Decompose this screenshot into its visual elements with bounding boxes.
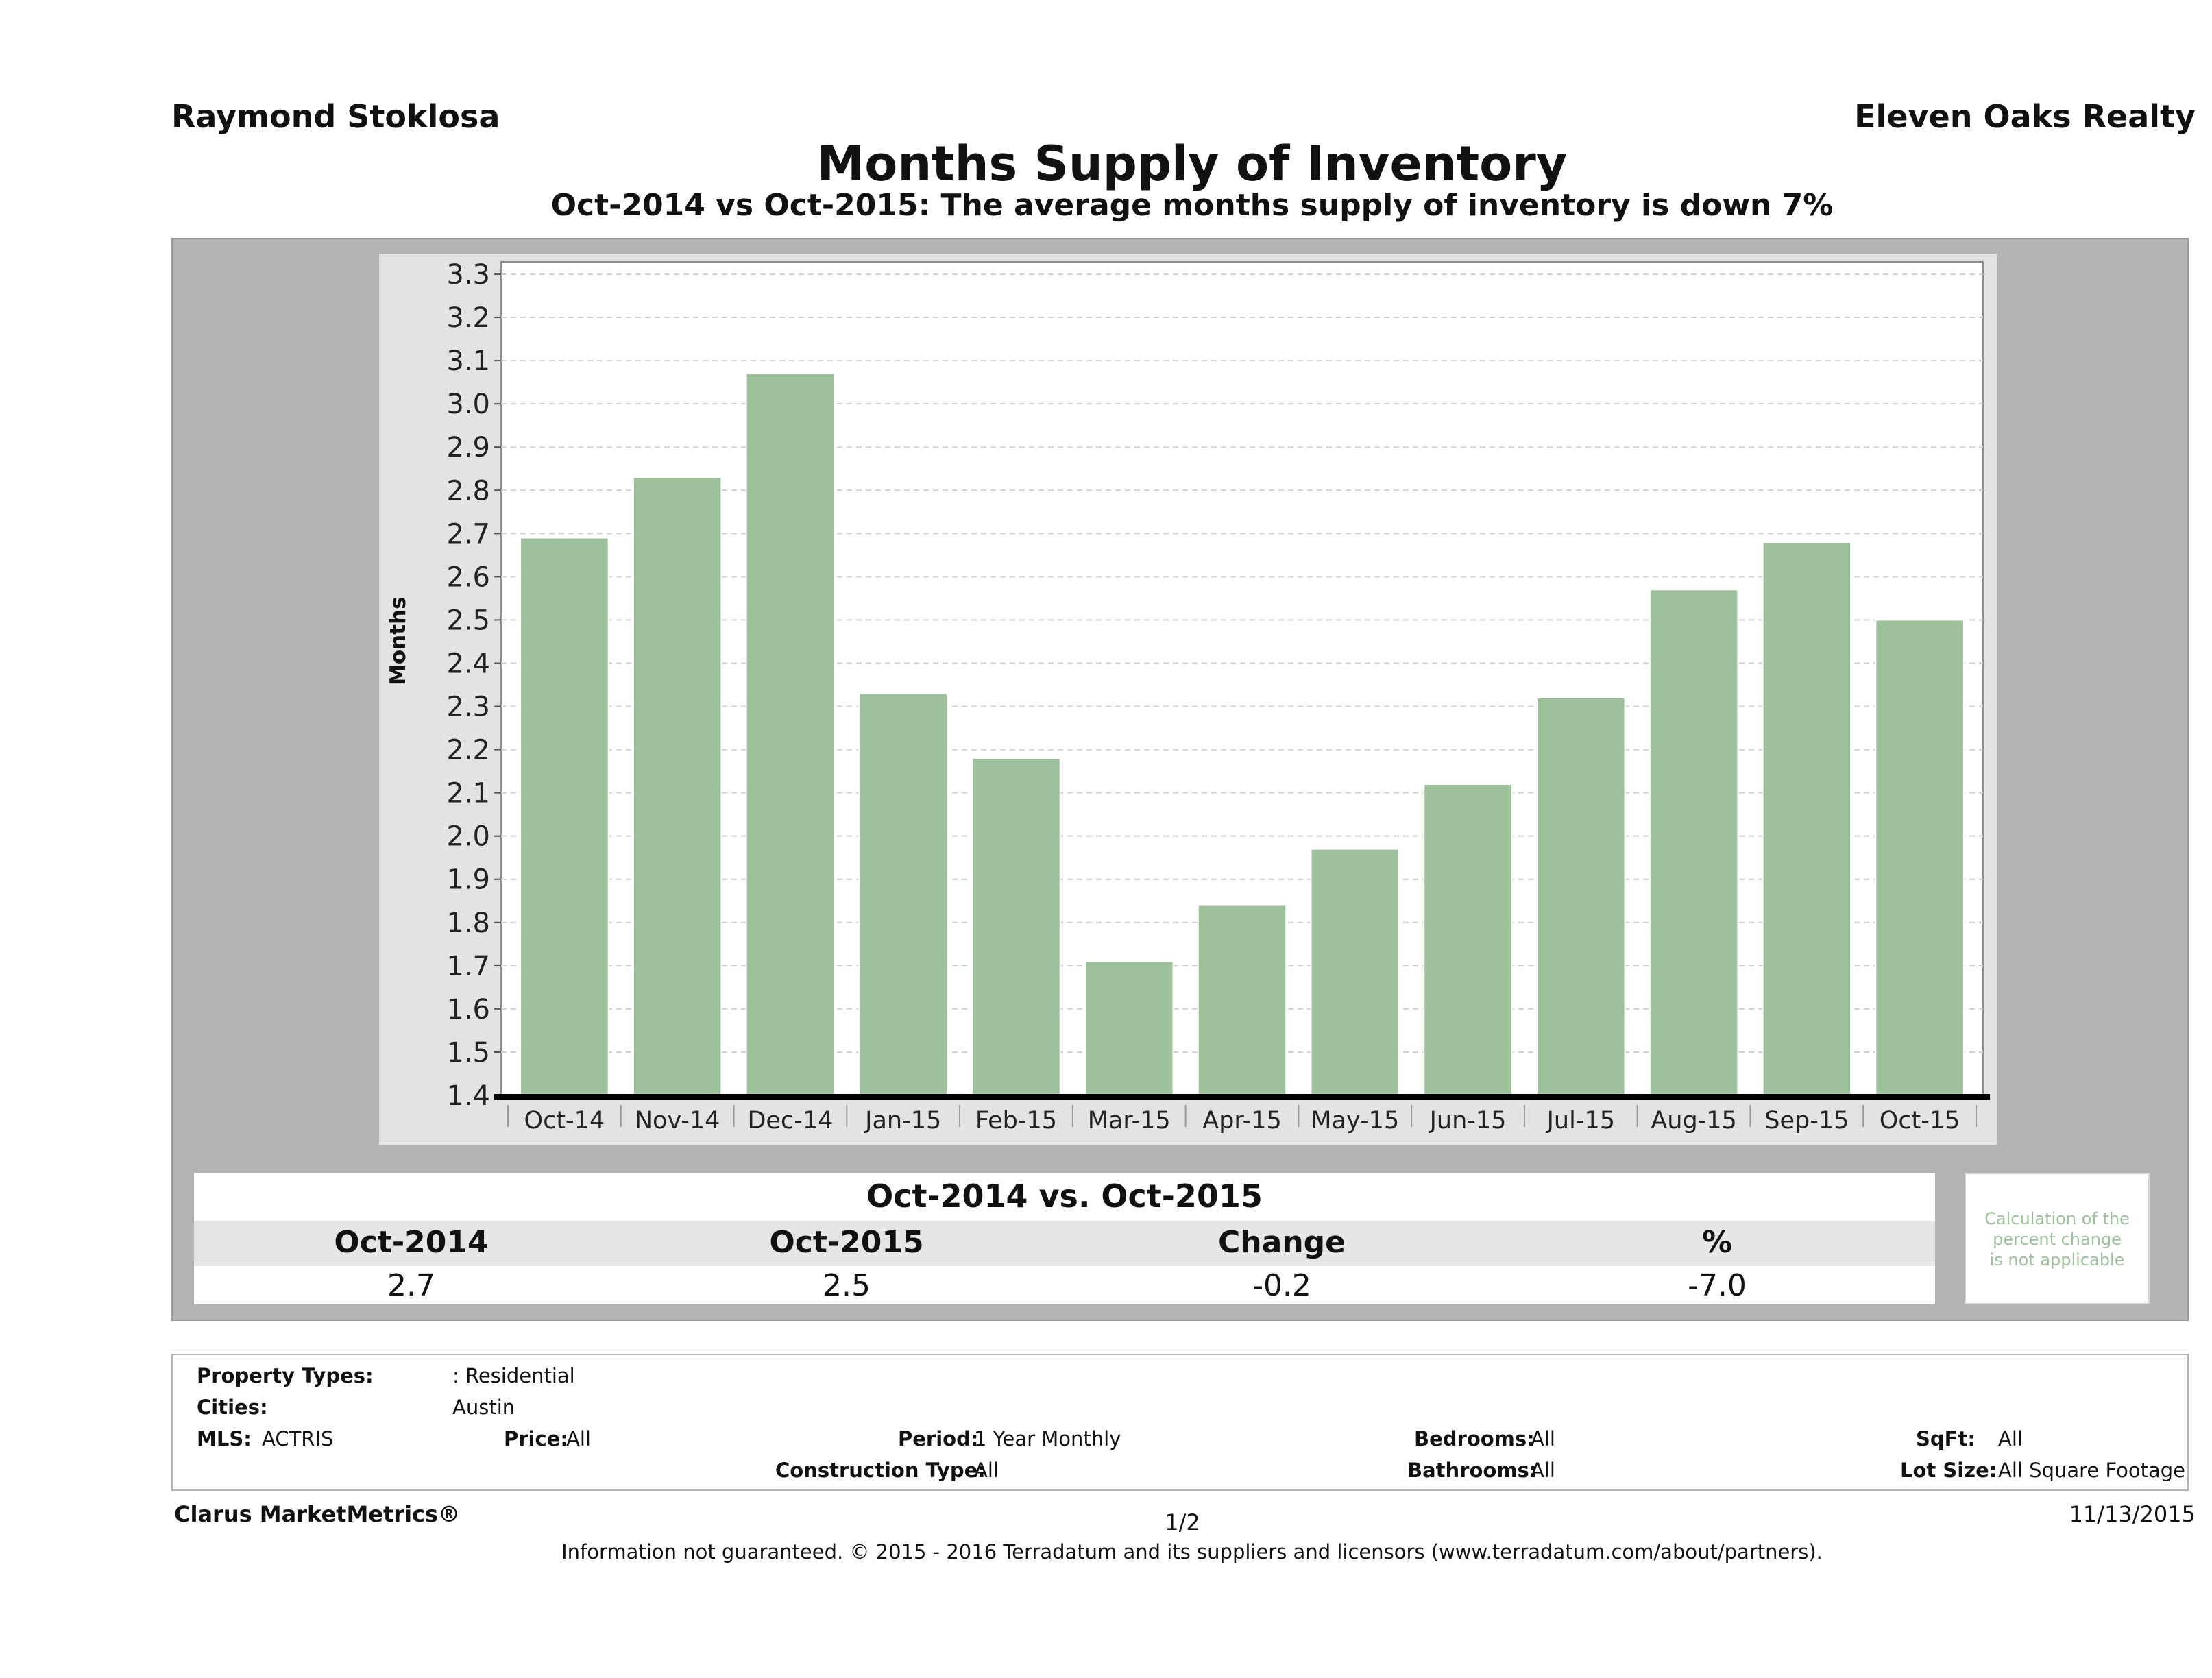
- comparison-header-oct-2014: Oct-2014: [334, 1225, 489, 1260]
- y-tick-label: 1.9: [446, 864, 490, 896]
- chart-subtitle: Oct-2014 vs Oct-2015: The average months…: [550, 188, 1834, 223]
- bar-oct-14: [520, 537, 609, 1097]
- brokerage-name: Eleven Oaks Realty: [1854, 98, 2196, 135]
- y-tick-label: 1.7: [446, 951, 490, 982]
- bar-jun-15: [1423, 783, 1513, 1096]
- construction-type-value: All: [974, 1459, 999, 1482]
- y-tick-label: 3.0: [446, 389, 490, 420]
- cities-value: Austin: [452, 1396, 515, 1419]
- bar-oct-15: [1875, 619, 1965, 1096]
- period-value: 1 Year Monthly: [974, 1427, 1121, 1450]
- y-axis-label: Months: [386, 596, 411, 685]
- product-name: Clarus MarketMetrics®: [174, 1501, 461, 1527]
- bedrooms-value: All: [1531, 1427, 1555, 1450]
- bar-feb-15: [971, 757, 1061, 1096]
- percent-note-box: [1965, 1173, 2150, 1304]
- y-tick-label: 3.3: [446, 259, 490, 291]
- bar-dec-14: [745, 373, 836, 1097]
- bar-mar-15: [1084, 960, 1174, 1097]
- page-number: 1/2: [1165, 1509, 1200, 1535]
- report-date: 11/13/2015: [2069, 1501, 2196, 1527]
- x-tick-label: Sep-15: [1764, 1107, 1849, 1134]
- percent-note-line-1: Calculation of the: [1984, 1209, 2130, 1228]
- bathrooms-label: Bathrooms:: [1407, 1459, 1538, 1482]
- y-tick-label: 3.2: [446, 302, 490, 334]
- price-value: All: [566, 1427, 591, 1450]
- x-tick-label: May-15: [1311, 1107, 1399, 1134]
- x-tick-label: Aug-15: [1651, 1107, 1737, 1134]
- lot-size-value: All Square Footage: [1998, 1459, 2186, 1482]
- bar-jul-15: [1536, 696, 1626, 1096]
- disclaimer: Information not guaranteed. © 2015 - 201…: [561, 1540, 1823, 1564]
- comparison-header-change: Change: [1218, 1225, 1346, 1260]
- sqft-label: SqFt:: [1916, 1427, 1976, 1450]
- sqft-value: All: [1998, 1427, 2023, 1450]
- x-tick-label: Feb-15: [975, 1107, 1057, 1134]
- y-tick-label: 1.6: [446, 994, 490, 1025]
- y-tick-label: 2.9: [446, 432, 490, 463]
- y-tick-label: 2.8: [446, 475, 490, 507]
- y-tick-label: 2.0: [446, 821, 490, 853]
- x-tick-label: Apr-15: [1202, 1107, 1281, 1134]
- bar-jan-15: [858, 692, 948, 1096]
- comparison-value-change: -0.2: [1252, 1268, 1311, 1303]
- percent-note-line-3: is not applicable: [1989, 1250, 2125, 1269]
- y-tick-label: 3.1: [446, 345, 490, 377]
- bar-sep-15: [1762, 541, 1852, 1096]
- comparison-header-row: [194, 1221, 1935, 1266]
- x-tick-label: Jun-15: [1429, 1107, 1507, 1134]
- mls-value: ACTRIS: [262, 1427, 334, 1450]
- comparison-value-oct-2015: 2.5: [823, 1268, 871, 1303]
- x-tick-label: Oct-14: [524, 1107, 605, 1134]
- price-label: Price:: [504, 1427, 568, 1450]
- property-types-label: Property Types:: [197, 1364, 374, 1387]
- mls-label: MLS:: [197, 1427, 252, 1450]
- y-tick-label: 2.5: [446, 605, 490, 636]
- y-tick-label: 2.2: [446, 735, 490, 766]
- bar-apr-15: [1197, 904, 1287, 1096]
- construction-type-label: Construction Type:: [775, 1459, 986, 1482]
- y-tick-label: 2.6: [446, 561, 490, 593]
- y-tick-label: 1.4: [446, 1080, 490, 1112]
- bathrooms-value: All: [1531, 1459, 1555, 1482]
- cities-label: Cities:: [197, 1396, 268, 1419]
- y-tick-label: 2.1: [446, 778, 490, 810]
- y-tick-label: 2.4: [446, 648, 490, 679]
- bar-nov-14: [632, 476, 722, 1097]
- y-tick-label: 1.8: [446, 908, 490, 939]
- x-tick-label: Jul-15: [1546, 1107, 1615, 1134]
- y-tick-label: 1.5: [446, 1037, 490, 1069]
- lot-size-label: Lot Size:: [1900, 1459, 1997, 1482]
- comparison-header-percent: %: [1701, 1225, 1733, 1260]
- bedrooms-label: Bedrooms:: [1414, 1427, 1535, 1450]
- x-tick-label: Nov-14: [635, 1107, 720, 1134]
- x-tick-label: Mar-15: [1088, 1107, 1171, 1134]
- bar-may-15: [1310, 848, 1400, 1096]
- comparison-title: Oct-2014 vs. Oct-2015: [866, 1178, 1263, 1215]
- comparison-header-oct-2015: Oct-2015: [769, 1225, 924, 1260]
- bar-chart: 1.4 1.5 1.6 1.7 1.8 1.9 2.0 2.1 2.2 2.3 2.4 2.5 2.6 2…: [379, 254, 1997, 1145]
- x-tick-label: Jan-15: [864, 1107, 941, 1134]
- x-tick-label: Oct-15: [1880, 1107, 1960, 1134]
- comparison-value-oct-2014: 2.7: [387, 1268, 435, 1303]
- chart-title: Months Supply of Inventory: [816, 136, 1568, 192]
- percent-note: Calculation of the percent change is not…: [1965, 1208, 2150, 1270]
- percent-note-line-2: percent change: [1993, 1230, 2122, 1249]
- filter-box: [171, 1354, 2189, 1491]
- period-label: Period:: [898, 1427, 979, 1450]
- y-tick-label: 2.7: [446, 518, 490, 550]
- x-tick-label: Dec-14: [747, 1107, 833, 1134]
- y-tick-label: 2.3: [446, 692, 490, 723]
- comparison-value-percent: -7.0: [1688, 1268, 1747, 1303]
- x-axis-line: [494, 1094, 1990, 1100]
- agent-name: Raymond Stoklosa: [171, 98, 500, 135]
- bar-aug-15: [1649, 589, 1739, 1096]
- property-types-value: : Residential: [452, 1364, 575, 1387]
